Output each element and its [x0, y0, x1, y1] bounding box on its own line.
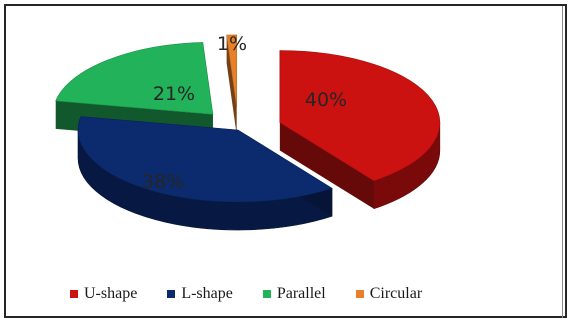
legend-swatch — [70, 290, 78, 298]
legend-label: Parallel — [276, 285, 326, 302]
legend-item-u-shape: U-shape — [70, 285, 137, 303]
data-label-circular: 1% — [217, 33, 247, 55]
legend-item-circular: Circular — [355, 285, 423, 303]
data-label-u-shape: 40% — [305, 89, 347, 111]
legend-label: Circular — [369, 285, 423, 302]
legend-swatch — [262, 290, 271, 298]
legend-item-parallel: Parallel — [262, 285, 326, 303]
pie-slices — [55, 34, 441, 231]
pie-slice-circular — [226, 34, 237, 107]
legend-label: L-shape — [181, 285, 233, 302]
legend: U-shape L-shape Parallel Circular — [70, 283, 510, 305]
frame-edge — [562, 6, 563, 318]
legend-label: U-shape — [84, 285, 138, 302]
pie-slice-side — [226, 35, 237, 135]
data-label-l-shape: 38% — [142, 171, 184, 193]
data-label-parallel: 21% — [153, 83, 195, 105]
pie-slice-parallel — [55, 42, 214, 115]
pie-slice-u-shape — [279, 50, 441, 182]
pie-data-labels: 40% 38% 21% 1% — [142, 33, 347, 193]
legend-swatch — [355, 290, 364, 298]
pie-slice-l-shape — [77, 116, 333, 203]
legend-item-l-shape: L-shape — [167, 285, 233, 303]
legend-swatch — [167, 290, 176, 298]
